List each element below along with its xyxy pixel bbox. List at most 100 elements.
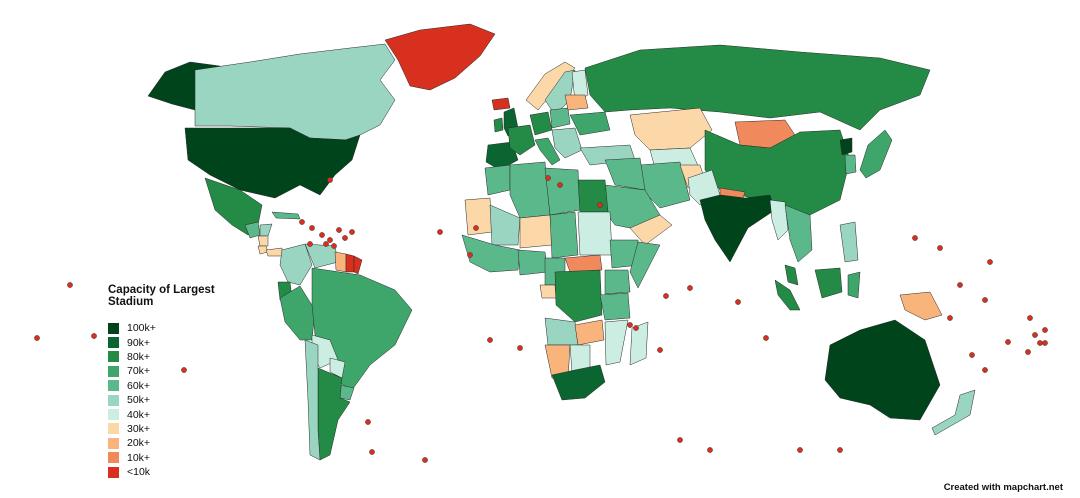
legend-title: Capacity of Largest Stadium [108,284,215,308]
island-marker [1005,339,1011,345]
region-guyana [334,251,347,273]
region-north-korea [839,137,853,156]
region-algeria [509,161,551,219]
island-marker [422,457,428,463]
island-marker [687,285,693,291]
legend-label: 60k+ [127,379,151,392]
region-myanmar [769,199,789,241]
island-marker [342,235,348,241]
region-libya [544,167,581,216]
island-marker [837,447,843,453]
legend-label: 80k+ [127,350,151,363]
region-zambia [574,319,605,346]
region-nigeria [517,249,549,276]
region-greenland [384,23,496,91]
island-marker [657,347,663,353]
island-marker [763,335,769,341]
island-marker [67,282,73,288]
region-morocco [484,164,511,196]
region-west-africa [461,234,521,273]
region-baltics [564,94,589,111]
region-car [564,254,603,273]
island-marker [1032,332,1038,338]
island-marker [91,333,97,339]
region-angola [544,317,579,346]
region-egypt [577,179,609,213]
region-somalia [629,241,661,289]
legend-item: 70k+ [108,364,226,378]
region-borneo [814,267,843,299]
region-niger [519,214,553,249]
island-marker [331,243,337,249]
region-kenya [604,269,631,295]
region-france [507,124,536,156]
legend-item: 60k+ [108,379,226,393]
island-marker [987,259,993,265]
island-marker [1037,340,1043,346]
region-madagascar [629,321,649,366]
island-marker [707,447,713,453]
region-malaysia [784,264,799,286]
legend-label: 70k+ [127,365,151,378]
region-chile [304,339,321,461]
legend-label: 90k+ [127,336,151,349]
region-yemen-oman [629,214,673,246]
legend-swatch [108,394,119,406]
region-germany [529,111,553,136]
region-ukraine [569,111,611,136]
region-new-zealand [931,389,976,436]
island-marker [309,225,315,231]
region-india [699,194,776,263]
legend-label: 100k+ [127,322,156,335]
region-south-africa [551,364,606,401]
island-marker [34,335,40,341]
region-mauritania [464,197,493,236]
region-ireland [493,117,504,133]
region-korea [844,154,857,175]
region-usa [184,127,361,199]
island-marker [323,241,329,247]
region-gabon [539,284,557,299]
island-marker [437,229,443,235]
region-australia [824,319,941,421]
island-marker [319,232,325,238]
region-colombia [279,243,313,286]
legend-item: 100k+ [108,321,226,335]
island-marker [937,245,943,251]
region-balkans [551,127,583,159]
island-marker [1042,327,1048,333]
region-panama [265,247,283,257]
region-canada [194,43,396,141]
island-marker [633,325,639,331]
island-marker [969,352,975,358]
region-sulawesi [847,271,861,299]
island-marker [735,299,741,305]
legend-item: <10k [108,465,226,479]
map-legend: Capacity of Largest Stadium 100k+ 90k+ 80k… [108,284,226,479]
legend-swatch [108,409,119,421]
island-marker [982,367,988,373]
legend-label: 10k+ [127,451,151,464]
legend-swatch [108,423,119,435]
region-norway [525,61,576,111]
legend-swatch [108,466,119,478]
legend-item: 80k+ [108,350,226,364]
island-marker [947,315,953,321]
region-french-guiana [353,255,363,275]
region-iceland [491,97,511,111]
island-marker [299,219,305,225]
legend-swatch [108,337,119,349]
island-marker [327,177,333,183]
legend-label: 40k+ [127,408,151,421]
region-finland [571,69,589,103]
island-marker [365,419,371,425]
island-marker [627,322,633,328]
legend-item: 30k+ [108,422,226,436]
island-marker [487,337,493,343]
island-marker [327,237,333,243]
region-russia [584,44,931,131]
region-sumatra [774,279,801,311]
island-marker [349,229,355,235]
region-suriname [345,253,355,273]
